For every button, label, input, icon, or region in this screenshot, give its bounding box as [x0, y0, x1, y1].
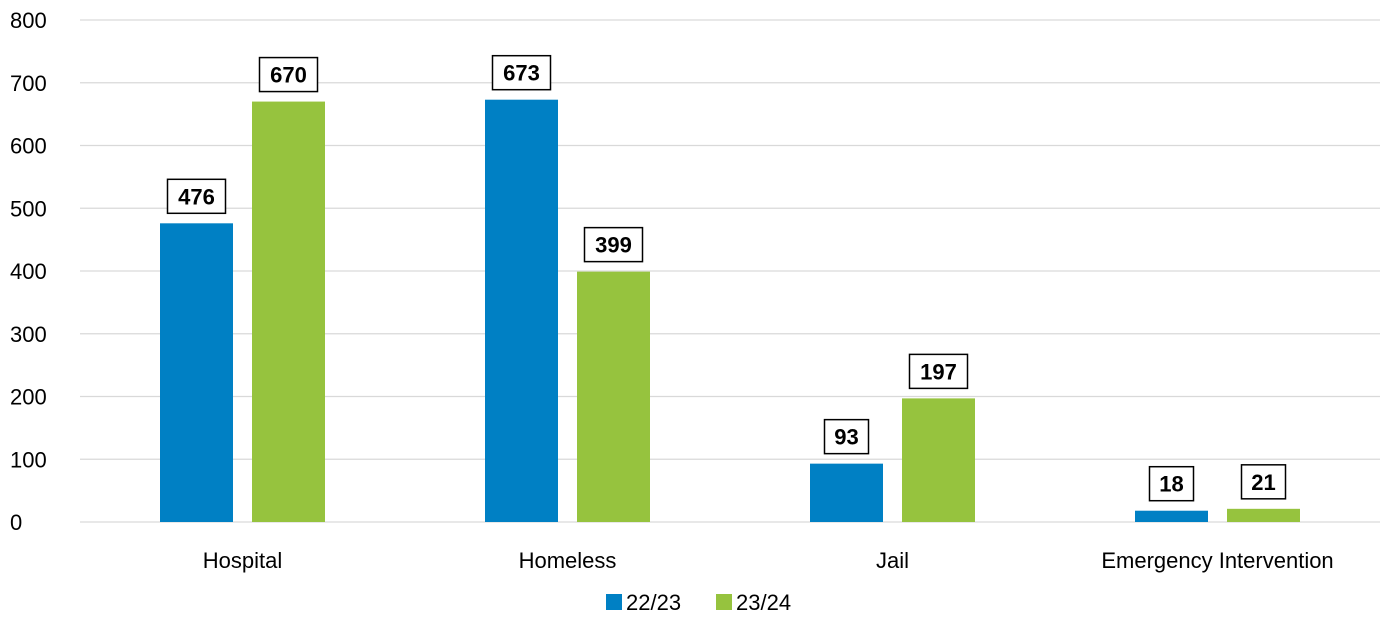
data-label: 670 [270, 63, 307, 88]
legend-swatch-22-23 [606, 594, 622, 610]
legend-swatch-23-24 [716, 594, 732, 610]
data-label: 18 [1159, 472, 1183, 497]
data-label-box [583, 226, 644, 263]
bar-22-23-hospital [160, 223, 233, 522]
y-tick-label: 0 [10, 510, 22, 535]
data-label-box [908, 353, 969, 390]
y-tick-label: 300 [10, 322, 47, 347]
bar-23-24-homeless [577, 271, 650, 522]
legend-label: 23/24 [736, 590, 791, 615]
legend-label: 22/23 [626, 590, 681, 615]
data-label-box [1148, 465, 1195, 502]
x-tick-label: Homeless [519, 548, 617, 573]
data-label: 93 [834, 425, 858, 450]
bar-23-24-hospital [252, 101, 325, 522]
x-tick-label: Emergency Intervention [1101, 548, 1333, 573]
bar-22-23-homeless [485, 99, 558, 522]
bar-22-23-jail [810, 463, 883, 522]
data-label-box [1240, 464, 1287, 500]
data-label: 21 [1251, 470, 1275, 495]
y-tick-label: 200 [10, 385, 47, 410]
data-label-box [823, 418, 870, 455]
x-tick-label: Hospital [203, 548, 282, 573]
bar-22-23-emergency-intervention [1135, 510, 1208, 522]
y-tick-label: 700 [10, 71, 47, 96]
y-tick-label: 600 [10, 134, 47, 159]
y-tick-label: 500 [10, 196, 47, 221]
data-label-box [258, 56, 319, 93]
data-label-box [166, 178, 227, 215]
bar-23-24-emergency-intervention [1227, 508, 1300, 522]
y-tick-label: 800 [10, 8, 47, 33]
bar-23-24-jail [902, 398, 975, 522]
data-label: 197 [920, 359, 957, 384]
data-label: 399 [595, 233, 632, 258]
data-label-box [491, 54, 552, 91]
data-label: 673 [503, 61, 540, 86]
data-label: 476 [178, 184, 215, 209]
x-tick-label: Jail [876, 548, 909, 573]
y-tick-label: 400 [10, 259, 47, 284]
y-tick-label: 100 [10, 447, 47, 472]
